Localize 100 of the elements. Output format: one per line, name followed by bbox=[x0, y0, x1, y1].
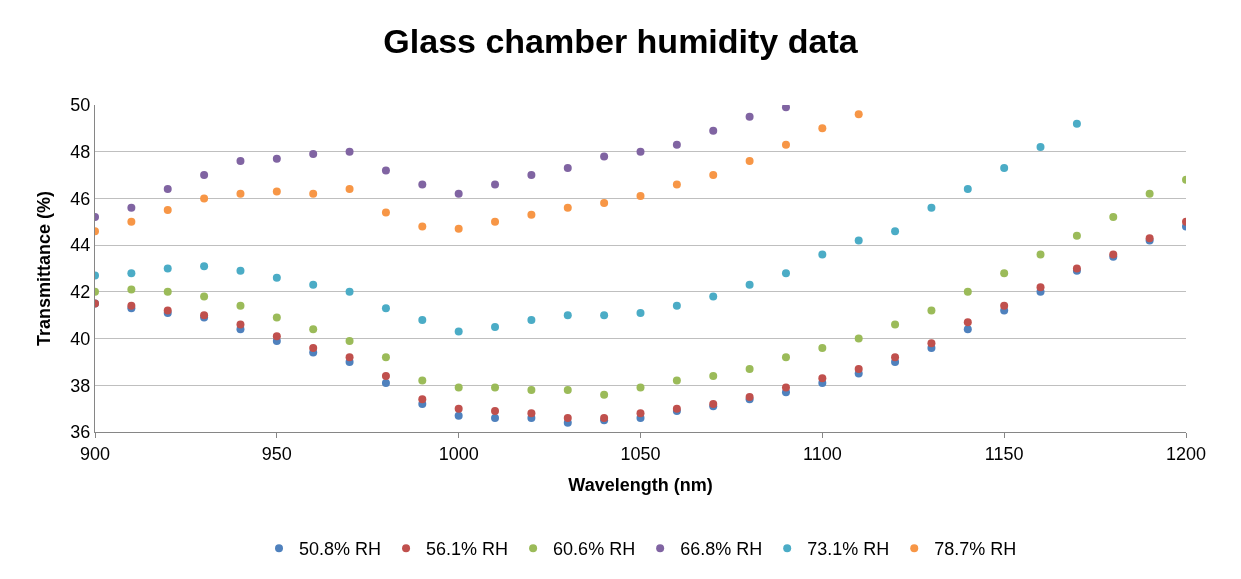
point bbox=[818, 374, 827, 383]
point bbox=[200, 262, 209, 271]
point bbox=[600, 311, 609, 320]
point bbox=[236, 320, 245, 329]
point bbox=[600, 199, 609, 208]
point bbox=[1036, 250, 1045, 259]
point bbox=[236, 266, 245, 275]
legend-label: 66.8% RH bbox=[680, 539, 763, 560]
point bbox=[672, 180, 681, 189]
point bbox=[709, 371, 718, 380]
point bbox=[345, 287, 354, 296]
legend-label: 50.8% RH bbox=[299, 539, 382, 560]
y-tick-label: 36 bbox=[70, 422, 91, 443]
point bbox=[1036, 283, 1045, 292]
point bbox=[236, 301, 245, 310]
point bbox=[818, 124, 827, 133]
point bbox=[1036, 143, 1045, 152]
point bbox=[454, 404, 463, 413]
point bbox=[927, 203, 936, 212]
y-tick-label: 42 bbox=[70, 282, 91, 303]
point bbox=[781, 105, 790, 112]
point bbox=[600, 152, 609, 161]
point bbox=[891, 227, 900, 236]
point bbox=[491, 383, 500, 392]
point bbox=[527, 315, 536, 324]
legend-label: 56.1% RH bbox=[426, 539, 509, 560]
point bbox=[309, 150, 318, 159]
point bbox=[563, 413, 572, 422]
point bbox=[418, 395, 427, 404]
y-tick-label: 46 bbox=[70, 188, 91, 209]
point bbox=[527, 171, 536, 180]
point bbox=[272, 273, 281, 282]
point bbox=[381, 353, 390, 362]
point bbox=[454, 327, 463, 336]
point bbox=[563, 164, 572, 173]
point bbox=[418, 180, 427, 189]
point bbox=[454, 224, 463, 233]
point bbox=[163, 206, 172, 215]
point bbox=[672, 376, 681, 385]
point bbox=[745, 364, 754, 373]
x-tick-label: 1150 bbox=[984, 443, 1024, 464]
y-tick-label: 50 bbox=[70, 95, 91, 116]
point bbox=[236, 157, 245, 166]
x-tick-label: 1100 bbox=[802, 443, 842, 464]
legend-label: 73.1% RH bbox=[807, 539, 890, 560]
point bbox=[381, 304, 390, 313]
point bbox=[963, 185, 972, 194]
point bbox=[454, 383, 463, 392]
point bbox=[272, 154, 281, 163]
point bbox=[527, 385, 536, 394]
point bbox=[745, 157, 754, 166]
x-tick-label: 1000 bbox=[438, 443, 479, 464]
point bbox=[200, 292, 209, 301]
point bbox=[127, 285, 136, 294]
chart-title: Glass chamber humidity data bbox=[383, 21, 859, 60]
point bbox=[163, 264, 172, 273]
point bbox=[709, 292, 718, 301]
point bbox=[1000, 269, 1009, 278]
point bbox=[527, 409, 536, 418]
point bbox=[272, 332, 281, 341]
point bbox=[381, 371, 390, 380]
point bbox=[454, 411, 463, 420]
point bbox=[1000, 301, 1009, 310]
point bbox=[636, 308, 645, 317]
point bbox=[1072, 119, 1081, 128]
point bbox=[309, 325, 318, 334]
point bbox=[600, 390, 609, 399]
point bbox=[454, 189, 463, 198]
point bbox=[963, 318, 972, 327]
point bbox=[636, 383, 645, 392]
x-tick-label: 1200 bbox=[1165, 443, 1207, 464]
point bbox=[381, 378, 390, 387]
x-tick-label: 1050 bbox=[620, 443, 661, 464]
legend-label: 60.6% RH bbox=[553, 539, 636, 560]
point bbox=[491, 322, 500, 331]
point bbox=[127, 203, 136, 212]
legend-label: 78.7% RH bbox=[934, 539, 1017, 560]
point bbox=[854, 236, 863, 245]
y-tick-label: 38 bbox=[70, 375, 91, 396]
x-axis-title: Wavelength (nm) bbox=[568, 474, 713, 495]
point bbox=[200, 171, 209, 180]
point bbox=[309, 343, 318, 352]
point bbox=[309, 189, 318, 198]
point bbox=[709, 171, 718, 180]
point bbox=[345, 185, 354, 194]
point bbox=[272, 187, 281, 196]
point bbox=[891, 353, 900, 362]
y-tick-label: 44 bbox=[70, 235, 91, 256]
point bbox=[381, 208, 390, 217]
point bbox=[781, 140, 790, 149]
point bbox=[672, 140, 681, 149]
point bbox=[963, 325, 972, 334]
point bbox=[381, 166, 390, 175]
y-axis-title: Transmittance (%) bbox=[33, 190, 54, 347]
point bbox=[781, 383, 790, 392]
y-tick-label: 40 bbox=[70, 328, 91, 349]
point bbox=[927, 306, 936, 315]
point bbox=[491, 180, 500, 189]
x-tick-label: 950 bbox=[261, 443, 292, 464]
point bbox=[345, 147, 354, 156]
